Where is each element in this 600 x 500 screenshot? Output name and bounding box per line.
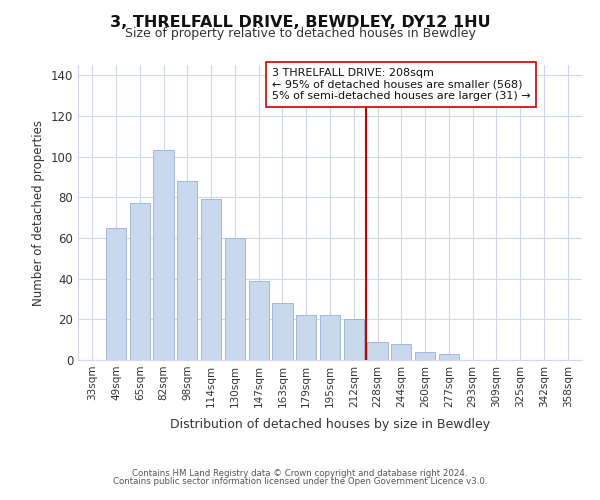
Bar	[415, 352, 435, 360]
Bar	[439, 354, 459, 360]
X-axis label: Distribution of detached houses by size in Bewdley: Distribution of detached houses by size …	[170, 418, 490, 431]
Bar	[391, 344, 412, 360]
Bar	[367, 342, 388, 360]
Bar	[106, 228, 126, 360]
Text: Contains public sector information licensed under the Open Government Licence v3: Contains public sector information licen…	[113, 477, 487, 486]
Bar	[296, 315, 316, 360]
Y-axis label: Number of detached properties: Number of detached properties	[32, 120, 45, 306]
Bar	[177, 181, 197, 360]
Bar	[201, 200, 221, 360]
Bar	[130, 204, 150, 360]
Text: Size of property relative to detached houses in Bewdley: Size of property relative to detached ho…	[125, 28, 475, 40]
Bar	[272, 303, 293, 360]
Bar	[248, 280, 269, 360]
Text: Contains HM Land Registry data © Crown copyright and database right 2024.: Contains HM Land Registry data © Crown c…	[132, 468, 468, 477]
Text: 3, THRELFALL DRIVE, BEWDLEY, DY12 1HU: 3, THRELFALL DRIVE, BEWDLEY, DY12 1HU	[110, 15, 490, 30]
Text: 3 THRELFALL DRIVE: 208sqm
← 95% of detached houses are smaller (568)
5% of semi-: 3 THRELFALL DRIVE: 208sqm ← 95% of detac…	[272, 68, 530, 101]
Bar	[344, 320, 364, 360]
Bar	[154, 150, 173, 360]
Bar	[225, 238, 245, 360]
Bar	[320, 315, 340, 360]
